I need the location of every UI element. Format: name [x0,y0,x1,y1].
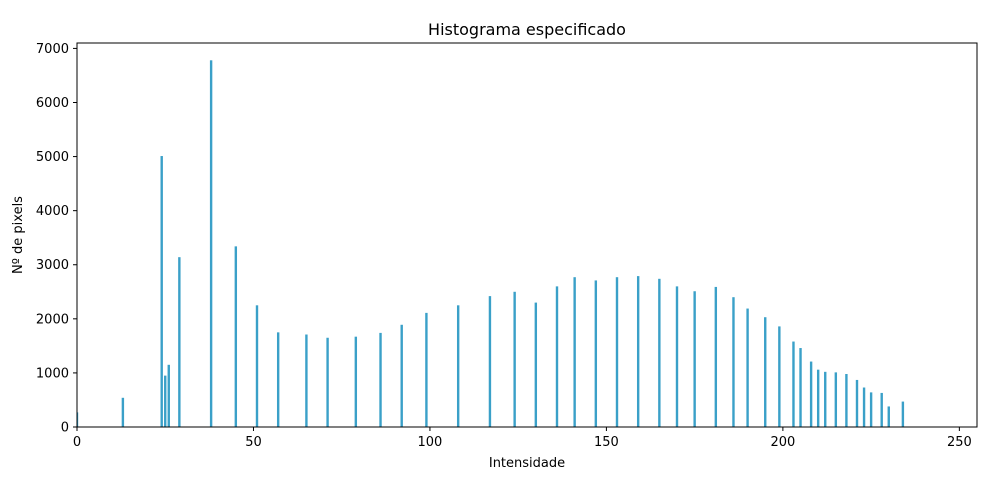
bar-intensity-203 [792,341,795,427]
y-axis-label: Nº de pixels [11,196,26,274]
y-tick-label-4000: 4000 [36,204,69,219]
y-tick-label-6000: 6000 [36,96,69,111]
bar-intensity-234 [901,401,905,427]
bar-intensity-136 [555,286,559,427]
bars-group [77,60,905,428]
bar-intensity-92 [400,324,403,427]
bar-intensity-159 [636,276,640,427]
bar-intensity-0 [77,412,79,427]
bar-intensity-51 [255,305,259,427]
x-tick-label-150: 150 [594,435,619,450]
x-tick-label-50: 50 [245,435,262,450]
bar-intensity-212 [824,371,827,427]
bar-intensity-57 [276,332,280,427]
x-tick-label-100: 100 [418,435,443,450]
bar-intensity-153 [615,277,619,427]
bar-intensity-205 [799,348,802,427]
bar-intensity-175 [693,291,696,427]
bar-intensity-228 [880,392,883,427]
bar-intensity-24 [160,156,163,427]
bar-intensity-199 [778,326,781,427]
bar-intensity-221 [855,379,859,427]
y-tick-label-5000: 5000 [36,150,69,165]
bar-intensity-117 [488,296,492,427]
y-tick-label-7000: 7000 [36,42,69,57]
bar-intensity-230 [887,406,890,427]
bar-intensity-25 [164,375,167,427]
bar-intensity-130 [534,302,538,427]
y-tick-label-1000: 1000 [36,366,69,381]
bar-intensity-170 [675,286,679,427]
bar-intensity-218 [845,373,848,427]
x-axis-label: Intensidade [489,456,565,471]
plot-area-frame [76,42,978,428]
bar-intensity-195 [764,317,767,427]
bar-intensity-186 [732,297,735,427]
bar-intensity-71 [326,337,329,427]
bar-intensity-45 [234,246,238,427]
y-tick-label-0: 0 [61,421,69,436]
x-axis-ticks: 0 50 100 150 200 250 [73,427,972,450]
bar-intensity-65 [305,334,308,427]
bar-intensity-86 [379,332,382,427]
bar-intensity-215 [834,372,838,427]
y-axis-ticks: 0 1000 2000 3000 4000 5000 6000 7000 [36,42,77,436]
bar-intensity-190 [746,308,749,427]
bar-intensity-147 [594,280,598,427]
x-tick-label-0: 0 [73,435,81,450]
bar-intensity-99 [425,312,428,427]
y-tick-label-3000: 3000 [36,258,69,273]
bar-intensity-79 [354,336,358,427]
y-tick-label-2000: 2000 [36,312,69,327]
bar-intensity-165 [658,278,661,427]
bar-intensity-13 [121,397,125,427]
bar-intensity-29 [178,257,181,427]
bar-intensity-26 [167,364,170,427]
bar-intensity-124 [513,291,516,427]
bar-intensity-141 [573,277,576,427]
chart-title: Histograma especificado [428,20,626,39]
x-tick-label-250: 250 [947,435,972,450]
x-tick-label-200: 200 [770,435,795,450]
bar-intensity-225 [869,392,873,427]
bar-intensity-223 [862,387,866,427]
bar-intensity-181 [714,286,718,427]
bar-intensity-38 [209,60,213,428]
bar-intensity-108 [456,305,460,427]
bar-intensity-208 [809,361,813,427]
bar-intensity-210 [816,369,820,427]
